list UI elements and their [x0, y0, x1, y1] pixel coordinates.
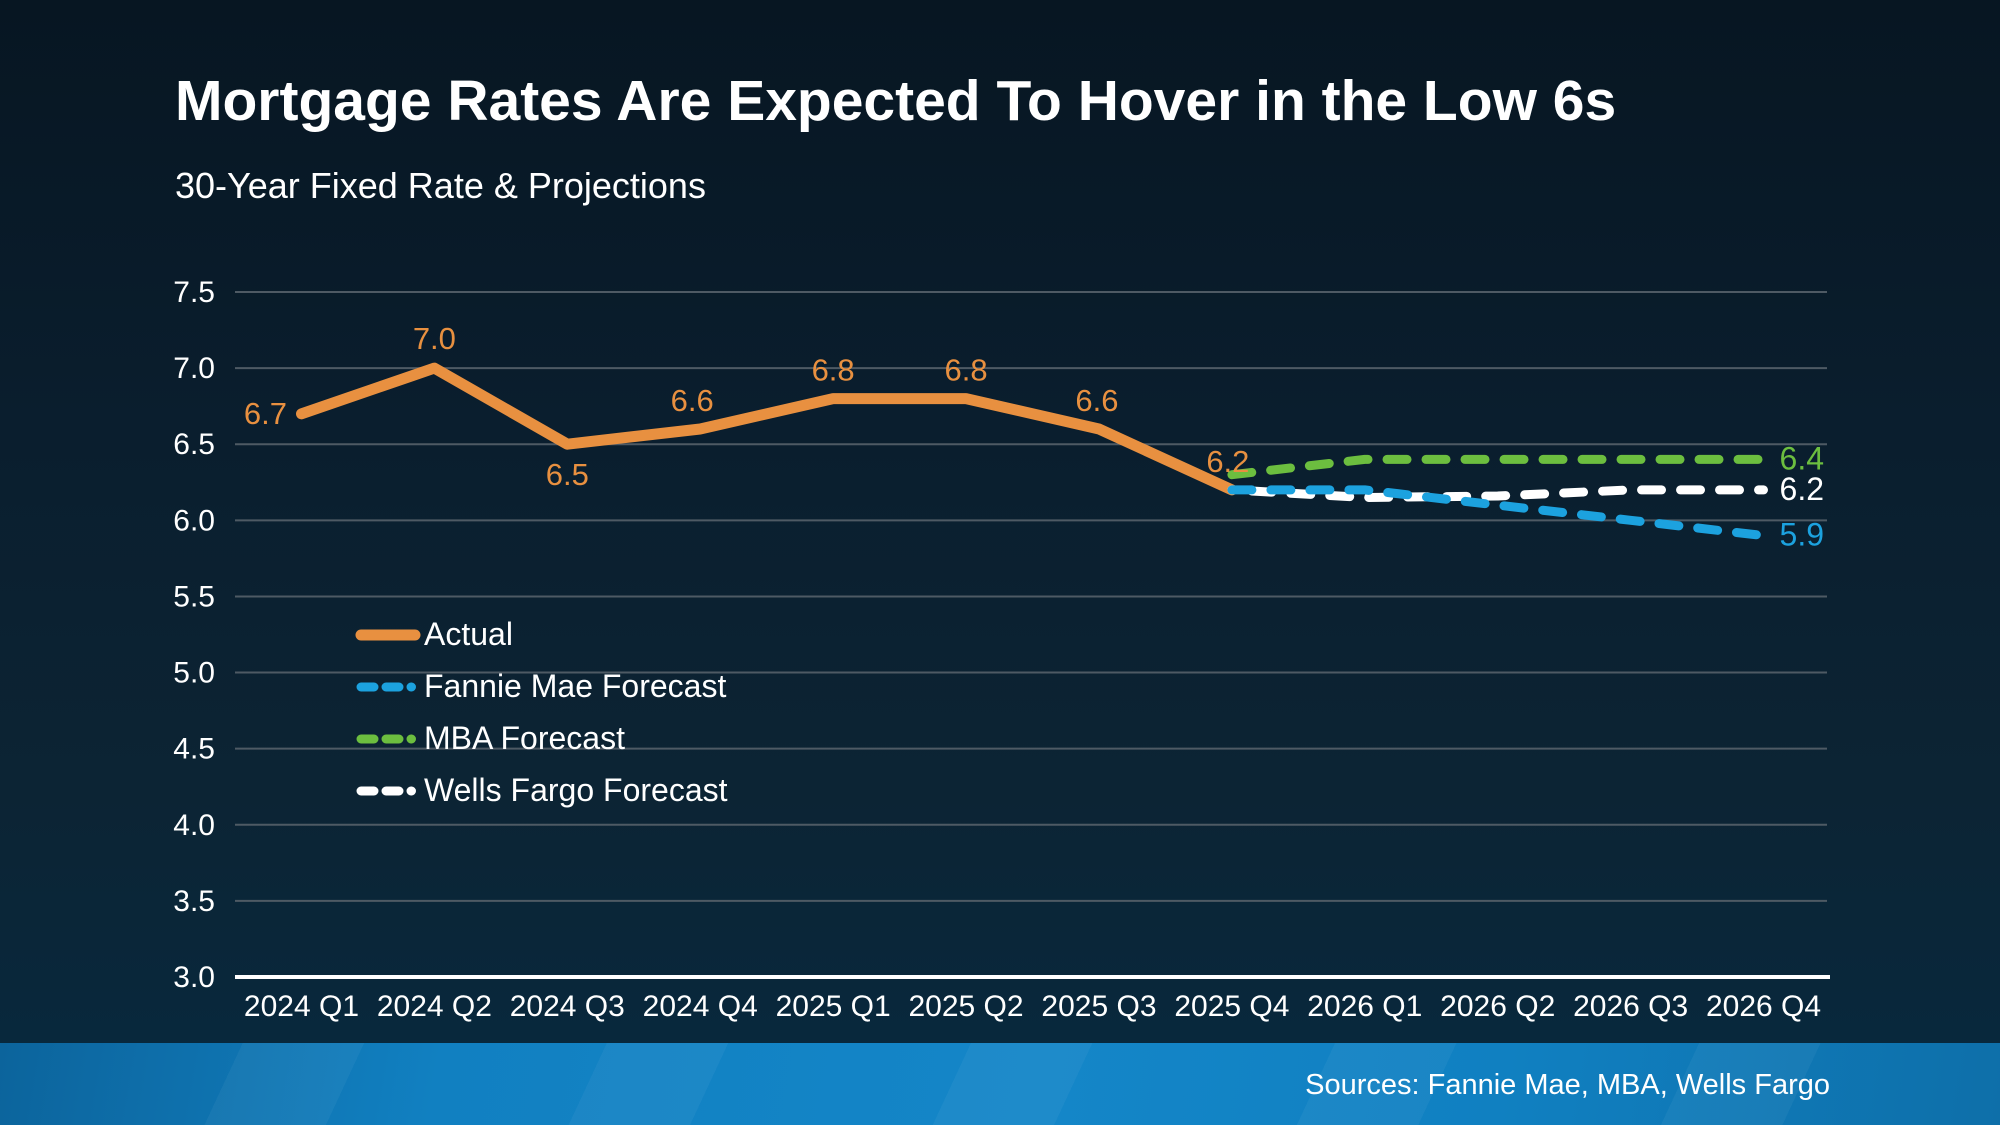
- legend-swatch-mba-line: [356, 734, 420, 743]
- y-axis-tick-label: 7.5: [173, 276, 215, 309]
- series-end-label-fannie: 5.9: [1780, 517, 1824, 553]
- x-axis-tick-label: 2024 Q4: [643, 990, 758, 1023]
- chart-subtitle: 30-Year Fixed Rate & Projections: [175, 165, 706, 206]
- chart-legend: Actual Fannie Mae Forecast MBA Forecast …: [355, 616, 728, 809]
- footer-bar: Sources: Fannie Mae, MBA, Wells Fargo: [0, 1043, 2000, 1125]
- data-label-actual: 7.0: [413, 321, 456, 356]
- data-label-actual: 6.7: [244, 396, 287, 431]
- data-label-actual: 6.6: [671, 383, 714, 418]
- source-note: Sources: Fannie Mae, MBA, Wells Fargo: [1305, 1069, 1830, 1101]
- x-axis-tick-label: 2026 Q3: [1573, 990, 1688, 1023]
- x-axis-tick-label: 2026 Q1: [1307, 990, 1422, 1023]
- legend-label-wells-fargo: Wells Fargo Forecast: [424, 772, 728, 808]
- legend-swatch-fannie-mae-line: [356, 682, 420, 691]
- legend-item-mba-forecast: MBA Forecast: [355, 720, 728, 757]
- legend-item-actual: Actual: [355, 616, 728, 653]
- y-axis-tick-label: 4.5: [173, 733, 215, 766]
- legend-label-fannie-mae: Fannie Mae Forecast: [424, 668, 727, 704]
- x-axis-tick-label: 2026 Q4: [1706, 990, 1821, 1023]
- data-label-actual: 6.2: [1206, 444, 1249, 479]
- legend-item-fannie-mae-forecast: Fannie Mae Forecast: [355, 668, 728, 705]
- x-axis-tick-label: 2025 Q3: [1041, 990, 1156, 1023]
- x-axis-tick-label: 2024 Q3: [510, 990, 625, 1023]
- legend-item-wells-fargo-forecast: Wells Fargo Forecast: [355, 772, 728, 809]
- legend-swatch-wells-fargo-line: [356, 786, 420, 795]
- y-axis-tick-label: 5.0: [173, 657, 215, 690]
- x-axis-tick-label: 2026 Q2: [1440, 990, 1555, 1023]
- data-label-actual: 6.8: [944, 353, 987, 388]
- x-axis-tick-label: 2024 Q1: [244, 990, 359, 1023]
- data-label-actual: 6.6: [1075, 383, 1118, 418]
- x-axis-tick-label: 2025 Q2: [908, 990, 1023, 1023]
- legend-swatch-actual-line: [355, 629, 421, 640]
- y-axis-tick-label: 3.0: [173, 961, 215, 994]
- series-line-mba: [1227, 454, 1768, 480]
- y-axis-tick-label: 6.5: [173, 428, 215, 461]
- y-axis-tick-label: 4.0: [173, 809, 215, 842]
- data-label-actual: 6.8: [812, 353, 855, 388]
- series-line-fannie: [1227, 485, 1768, 541]
- legend-label-mba: MBA Forecast: [424, 720, 625, 756]
- y-axis-tick-label: 3.5: [173, 885, 215, 918]
- y-axis-tick-label: 7.0: [173, 352, 215, 385]
- series-end-label-mba: 6.4: [1780, 440, 1824, 476]
- series-end-label-wells: 6.2: [1780, 471, 1824, 507]
- legend-label-actual: Actual: [424, 616, 513, 652]
- chart-title: Mortgage Rates Are Expected To Hover in …: [175, 69, 1617, 133]
- x-axis-tick-label: 2025 Q4: [1174, 990, 1289, 1023]
- series-line-wells: [1227, 485, 1768, 502]
- x-axis-tick-label: 2024 Q2: [377, 990, 492, 1023]
- data-label-actual: 6.5: [546, 457, 589, 492]
- y-axis-tick-label: 5.5: [173, 580, 215, 613]
- series-line-actual: [296, 362, 1238, 496]
- x-axis-tick-label: 2025 Q1: [776, 990, 891, 1023]
- y-axis-tick-label: 6.0: [173, 504, 215, 537]
